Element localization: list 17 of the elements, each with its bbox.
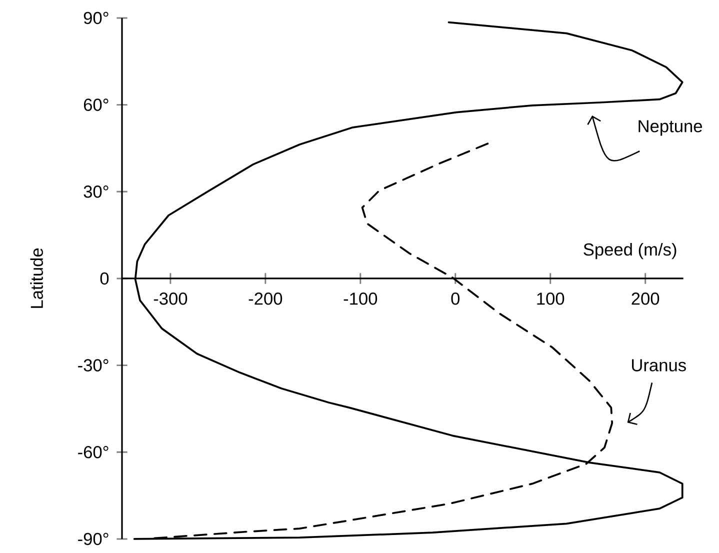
y-tick-label: 90° xyxy=(84,12,108,24)
y-tick-label: -90° xyxy=(78,532,108,546)
x-tick-label: 0 xyxy=(451,292,460,305)
text: Uranus xyxy=(632,359,686,372)
y-tick-label: -30° xyxy=(78,359,108,372)
x-tick-label: 100 xyxy=(537,292,564,305)
y-tick-label: 30° xyxy=(84,186,108,198)
y-tick-label: 0 xyxy=(100,272,109,285)
y-axis-title: Latitude xyxy=(30,248,43,308)
x-axis-title: Speed (m/s) xyxy=(584,242,676,260)
legend-label: Neptune xyxy=(638,120,702,136)
x-tick-label: -100 xyxy=(344,292,378,305)
y-tick-label: 60° xyxy=(84,98,108,111)
x-tick-label: 200 xyxy=(632,292,660,305)
y-tick-label: -60° xyxy=(78,446,108,458)
x-tick-label: -200 xyxy=(248,292,282,305)
x-tick-label: -300 xyxy=(154,292,188,305)
